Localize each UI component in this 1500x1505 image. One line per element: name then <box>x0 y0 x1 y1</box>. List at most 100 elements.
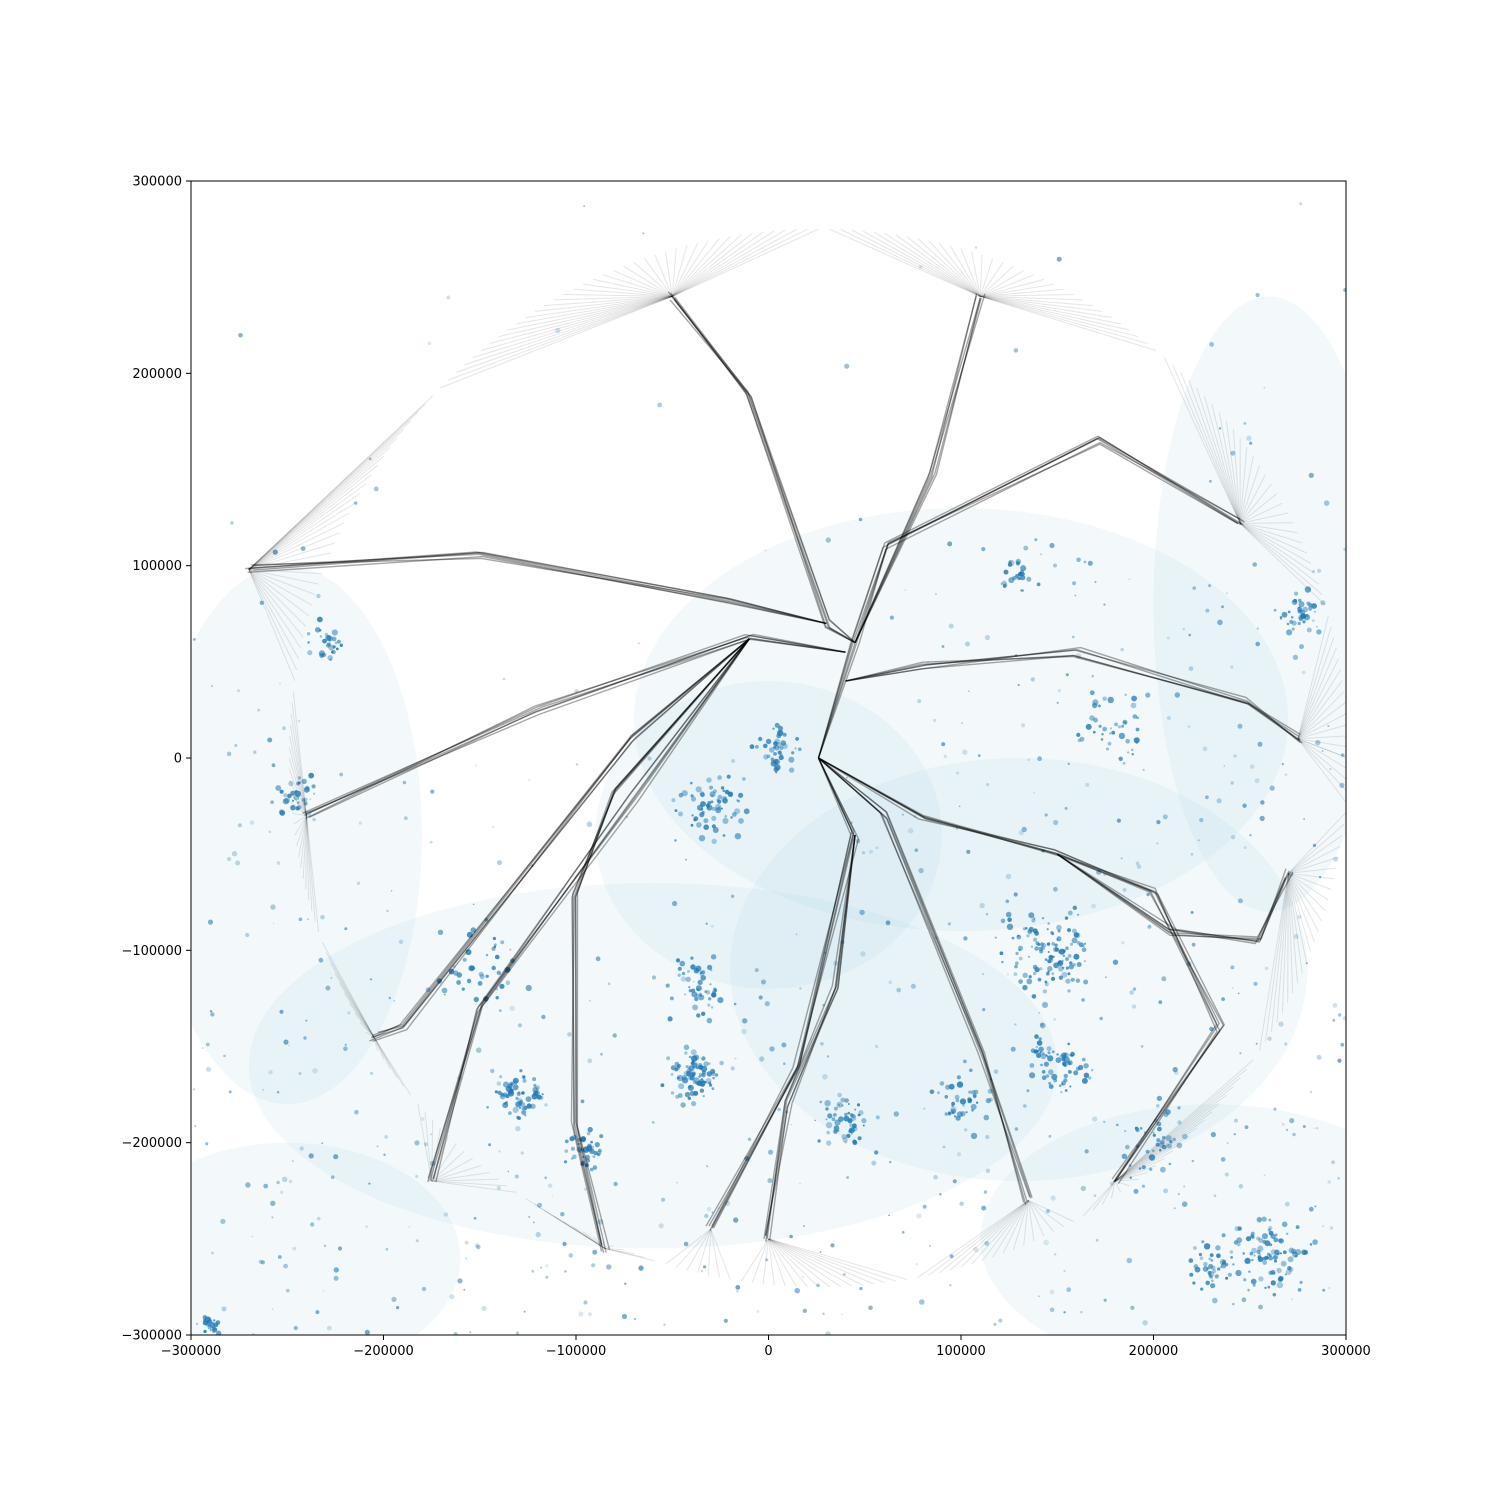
data-point <box>700 1089 704 1093</box>
data-point <box>691 814 693 816</box>
data-point <box>738 818 744 824</box>
data-point <box>826 1131 830 1135</box>
data-point <box>492 966 496 970</box>
data-point <box>1118 725 1121 728</box>
fan-line <box>1240 523 1293 524</box>
data-point <box>282 1177 288 1183</box>
data-point <box>1047 966 1052 971</box>
data-point <box>1119 757 1123 761</box>
data-point <box>576 763 579 766</box>
data-point <box>1200 1288 1203 1291</box>
data-point <box>1223 765 1225 767</box>
data-point <box>995 937 997 939</box>
data-point <box>359 822 362 825</box>
data-point <box>933 1175 938 1180</box>
data-point <box>288 1045 290 1047</box>
data-point <box>1014 892 1018 896</box>
data-point <box>1031 677 1035 681</box>
data-point <box>1066 673 1069 676</box>
data-point <box>1048 1051 1051 1054</box>
data-point <box>1232 987 1234 989</box>
data-point <box>533 1221 535 1223</box>
data-point <box>307 641 309 643</box>
data-point <box>1082 947 1087 952</box>
data-point <box>1270 786 1275 791</box>
data-point <box>292 1247 296 1251</box>
data-point <box>253 751 256 754</box>
data-point <box>709 786 713 790</box>
data-point <box>279 1010 283 1014</box>
data-point <box>933 719 936 722</box>
data-point <box>1293 655 1298 660</box>
data-point <box>822 1074 828 1080</box>
data-point <box>781 1043 786 1048</box>
data-point <box>1317 569 1321 573</box>
data-point <box>911 984 916 989</box>
data-point <box>707 1004 710 1007</box>
data-point <box>940 1081 945 1086</box>
data-point <box>544 1176 547 1179</box>
data-point <box>506 980 511 985</box>
data-point <box>861 1118 866 1123</box>
data-point <box>1065 916 1068 919</box>
data-point <box>422 1287 426 1291</box>
data-point <box>307 632 310 635</box>
data-point <box>587 1132 591 1136</box>
data-point <box>1267 1286 1270 1289</box>
data-point <box>700 791 705 796</box>
data-point <box>532 1077 536 1081</box>
data-point <box>1145 693 1150 698</box>
data-point <box>1316 626 1318 628</box>
data-point <box>1015 574 1019 578</box>
data-point <box>521 1110 526 1115</box>
data-point <box>1143 769 1145 771</box>
data-point <box>896 988 901 993</box>
data-point <box>261 1260 265 1264</box>
data-point <box>368 1183 370 1185</box>
data-point <box>1068 954 1072 958</box>
data-point <box>271 1216 273 1218</box>
data-point <box>711 816 716 821</box>
data-point <box>1287 623 1290 626</box>
data-point <box>567 1032 572 1037</box>
data-point <box>1050 1308 1055 1313</box>
data-point <box>520 1100 523 1103</box>
data-point <box>826 1118 828 1120</box>
data-point <box>803 1225 805 1227</box>
data-point <box>1084 960 1086 962</box>
data-point <box>1127 751 1129 753</box>
data-point <box>985 1135 989 1139</box>
data-point <box>1051 1074 1057 1080</box>
data-point <box>1026 979 1032 985</box>
data-point <box>858 1136 862 1140</box>
data-point <box>758 737 762 741</box>
data-point <box>238 823 242 827</box>
data-point <box>717 775 722 780</box>
data-point <box>1255 642 1260 647</box>
data-point <box>859 518 863 522</box>
data-point <box>496 996 499 999</box>
data-point <box>1211 1132 1216 1137</box>
data-point <box>596 956 601 961</box>
data-point <box>391 1297 396 1302</box>
data-point <box>280 790 284 794</box>
data-point <box>703 1061 708 1066</box>
data-point <box>527 1103 531 1107</box>
data-point <box>509 1089 514 1094</box>
data-point <box>776 742 782 748</box>
data-point <box>1307 628 1312 633</box>
data-point <box>1057 257 1062 262</box>
data-point <box>962 1104 964 1106</box>
data-point <box>1134 1189 1139 1194</box>
data-point <box>1282 1222 1288 1228</box>
data-point <box>1278 1277 1283 1282</box>
data-point <box>1262 1260 1267 1265</box>
data-point <box>1045 813 1048 816</box>
data-point <box>735 833 741 839</box>
data-point <box>796 933 798 935</box>
data-point <box>1001 919 1006 924</box>
data-point <box>340 644 343 647</box>
data-point <box>1015 952 1018 955</box>
data-point <box>1058 966 1064 972</box>
data-point <box>1264 1287 1266 1289</box>
